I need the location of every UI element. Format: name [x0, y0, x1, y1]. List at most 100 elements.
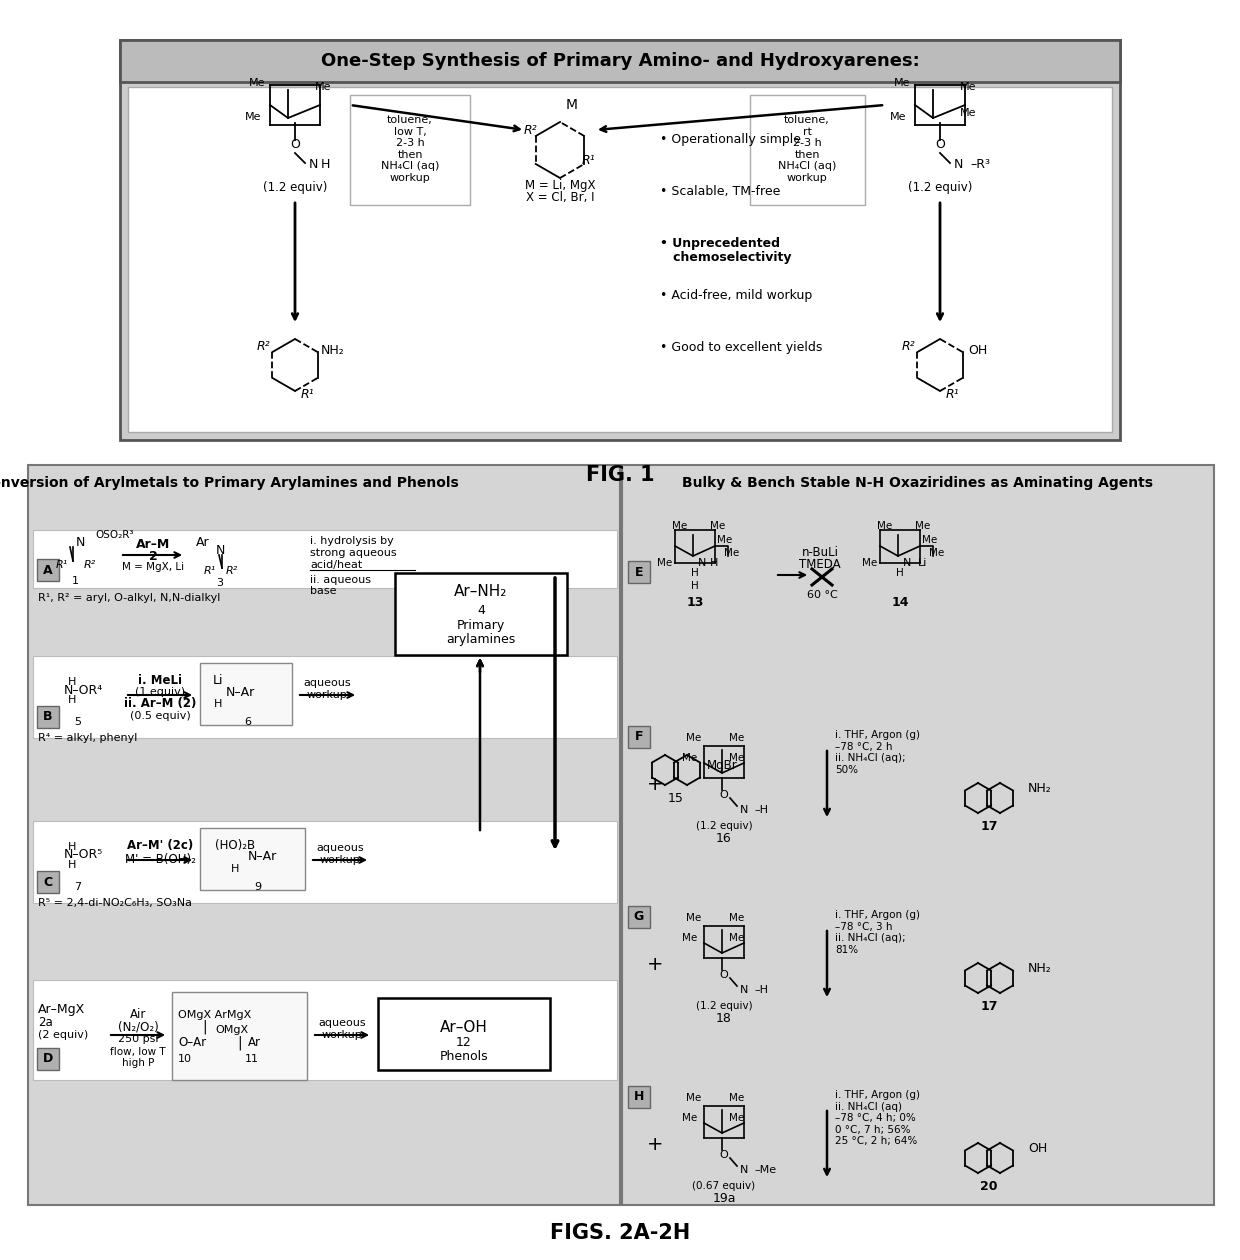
Text: OMgX: OMgX — [215, 1024, 248, 1034]
Text: OH: OH — [968, 344, 987, 357]
Text: OH: OH — [1028, 1142, 1048, 1154]
Text: Me: Me — [729, 733, 745, 743]
Text: |: | — [238, 1036, 242, 1051]
Text: (HO)₂B: (HO)₂B — [215, 838, 255, 852]
Text: 1: 1 — [72, 576, 78, 586]
Text: –H: –H — [754, 805, 768, 815]
Text: Me: Me — [729, 914, 745, 924]
Text: D: D — [43, 1052, 53, 1066]
Text: Ar–MgX: Ar–MgX — [38, 1003, 86, 1017]
Text: R²: R² — [257, 340, 270, 354]
Text: N–OR⁴: N–OR⁴ — [63, 683, 103, 697]
Bar — [37, 1048, 60, 1070]
Text: Me: Me — [718, 536, 733, 546]
Text: toluene,
low T,
2-3 h
then
NH₄Cl (aq)
workup: toluene, low T, 2-3 h then NH₄Cl (aq) wo… — [381, 115, 439, 183]
Text: Phenols: Phenols — [440, 1051, 489, 1063]
Text: Me: Me — [729, 1092, 745, 1102]
Text: 7: 7 — [74, 882, 82, 892]
Text: 2: 2 — [149, 549, 157, 562]
Text: aqueous: aqueous — [319, 1018, 366, 1028]
Text: workup: workup — [320, 856, 361, 866]
Bar — [37, 871, 60, 893]
Text: 16: 16 — [717, 832, 732, 844]
Text: 11: 11 — [246, 1055, 259, 1063]
Text: O: O — [719, 970, 728, 980]
Text: Ar: Ar — [196, 537, 210, 549]
Text: Li: Li — [919, 558, 928, 568]
Text: Me: Me — [890, 112, 906, 122]
Text: (0.5 equiv): (0.5 equiv) — [130, 711, 191, 721]
Text: (1.2 equiv): (1.2 equiv) — [696, 822, 753, 832]
Text: (1.2 equiv): (1.2 equiv) — [263, 180, 327, 194]
Text: Me: Me — [682, 1113, 698, 1123]
Text: C: C — [43, 876, 52, 888]
Text: acid/heat: acid/heat — [310, 559, 362, 570]
Text: Me: Me — [687, 914, 702, 924]
Text: –R³: –R³ — [970, 159, 990, 171]
Text: –H: –H — [754, 985, 768, 995]
Text: (1.2 equiv): (1.2 equiv) — [696, 1000, 753, 1011]
Text: toluene,
rt
2-3 h
then
NH₄Cl (aq)
workup: toluene, rt 2-3 h then NH₄Cl (aq) workup — [777, 115, 836, 183]
Text: (N₂/O₂): (N₂/O₂) — [118, 1021, 159, 1033]
Text: G: G — [634, 911, 644, 924]
Text: O: O — [290, 139, 300, 151]
Text: Me: Me — [960, 82, 976, 92]
Text: Primary: Primary — [456, 619, 505, 631]
Bar — [172, 992, 308, 1080]
Text: TMEDA: TMEDA — [800, 558, 841, 572]
Bar — [627, 561, 650, 583]
Bar — [378, 998, 551, 1070]
Text: NH₂: NH₂ — [321, 344, 345, 357]
Text: 17: 17 — [981, 999, 998, 1013]
Text: Ar: Ar — [248, 1037, 260, 1050]
Text: N: N — [76, 537, 84, 549]
Text: Ar–M' (2c): Ar–M' (2c) — [126, 839, 193, 853]
Text: H: H — [68, 696, 76, 706]
Text: Me: Me — [682, 753, 698, 764]
Text: i. THF, Argon (g)
–78 °C, 2 h
ii. NH₄Cl (aq);
50%: i. THF, Argon (g) –78 °C, 2 h ii. NH₄Cl … — [835, 730, 920, 775]
Text: N–Ar: N–Ar — [226, 685, 254, 698]
Text: Me: Me — [249, 78, 265, 88]
Text: Me: Me — [729, 932, 745, 942]
Text: R¹: R¹ — [203, 566, 216, 576]
Text: Ar–OH: Ar–OH — [440, 1019, 487, 1034]
Text: ii. aqueous: ii. aqueous — [310, 575, 371, 585]
Text: Conversion of Arylmetals to Primary Arylamines and Phenols: Conversion of Arylmetals to Primary Aryl… — [0, 476, 459, 490]
Text: M = Li, MgX: M = Li, MgX — [525, 179, 595, 192]
Text: H: H — [709, 558, 718, 568]
Text: 6: 6 — [244, 717, 252, 727]
Text: N: N — [309, 159, 317, 171]
Text: |: | — [202, 1019, 207, 1034]
Text: H: H — [320, 159, 330, 171]
Text: NH₂: NH₂ — [1028, 781, 1052, 795]
Bar — [750, 94, 866, 205]
Text: 17: 17 — [981, 819, 998, 833]
Bar — [627, 906, 650, 929]
Text: O: O — [719, 790, 728, 800]
Text: Me: Me — [929, 548, 945, 558]
Text: +: + — [647, 775, 663, 795]
Text: 250 psi: 250 psi — [118, 1034, 159, 1045]
Bar — [396, 573, 567, 655]
Text: 20: 20 — [981, 1179, 998, 1192]
Bar — [33, 656, 618, 738]
Text: workup: workup — [306, 690, 347, 701]
Text: O: O — [719, 1150, 728, 1160]
Text: X = Cl, Br, I: X = Cl, Br, I — [526, 192, 594, 204]
Text: 3: 3 — [217, 578, 223, 588]
Text: Ar–M: Ar–M — [136, 538, 170, 551]
Text: M = MgX, Li: M = MgX, Li — [122, 562, 184, 572]
Bar — [622, 465, 1214, 1205]
Text: 5: 5 — [74, 717, 82, 727]
Text: 14: 14 — [892, 596, 909, 610]
Bar — [627, 1086, 650, 1108]
Text: H: H — [634, 1090, 645, 1104]
Text: H: H — [68, 842, 76, 852]
Text: Me: Me — [315, 82, 331, 92]
Text: R¹, R² = aryl, O-alkyl, N,N-dialkyl: R¹, R² = aryl, O-alkyl, N,N-dialkyl — [38, 593, 221, 604]
Text: H: H — [231, 864, 239, 874]
Text: N: N — [903, 558, 911, 568]
Text: R²: R² — [84, 559, 97, 570]
Text: N–Ar: N–Ar — [247, 850, 277, 863]
Text: R¹: R¹ — [56, 559, 68, 570]
